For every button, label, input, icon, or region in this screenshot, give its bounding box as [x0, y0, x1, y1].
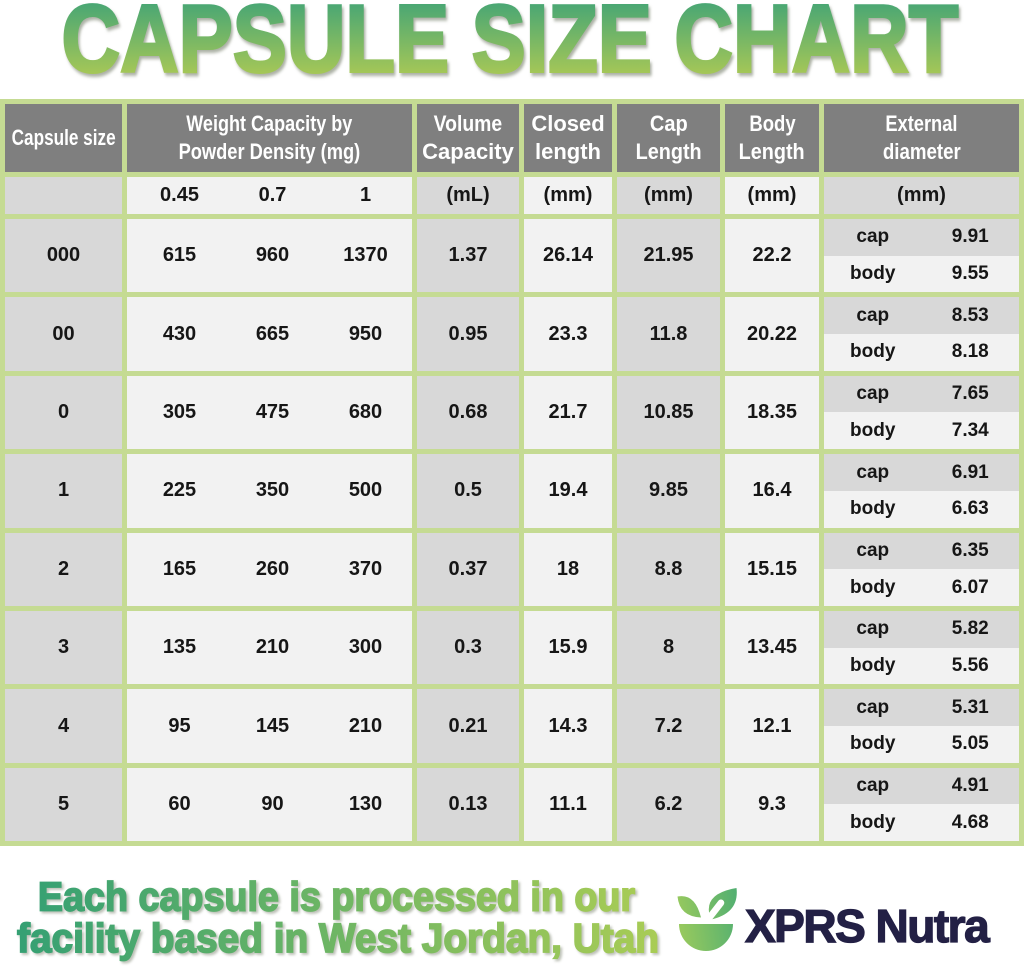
svg-text:facility based in West Jordan,: facility based in West Jordan, Utah	[17, 916, 659, 961]
svg-text:CAPSULE SIZE CHART: CAPSULE SIZE CHART	[62, 0, 959, 92]
svg-text:Each capsule is processed in o: Each capsule is processed in our	[38, 874, 635, 920]
